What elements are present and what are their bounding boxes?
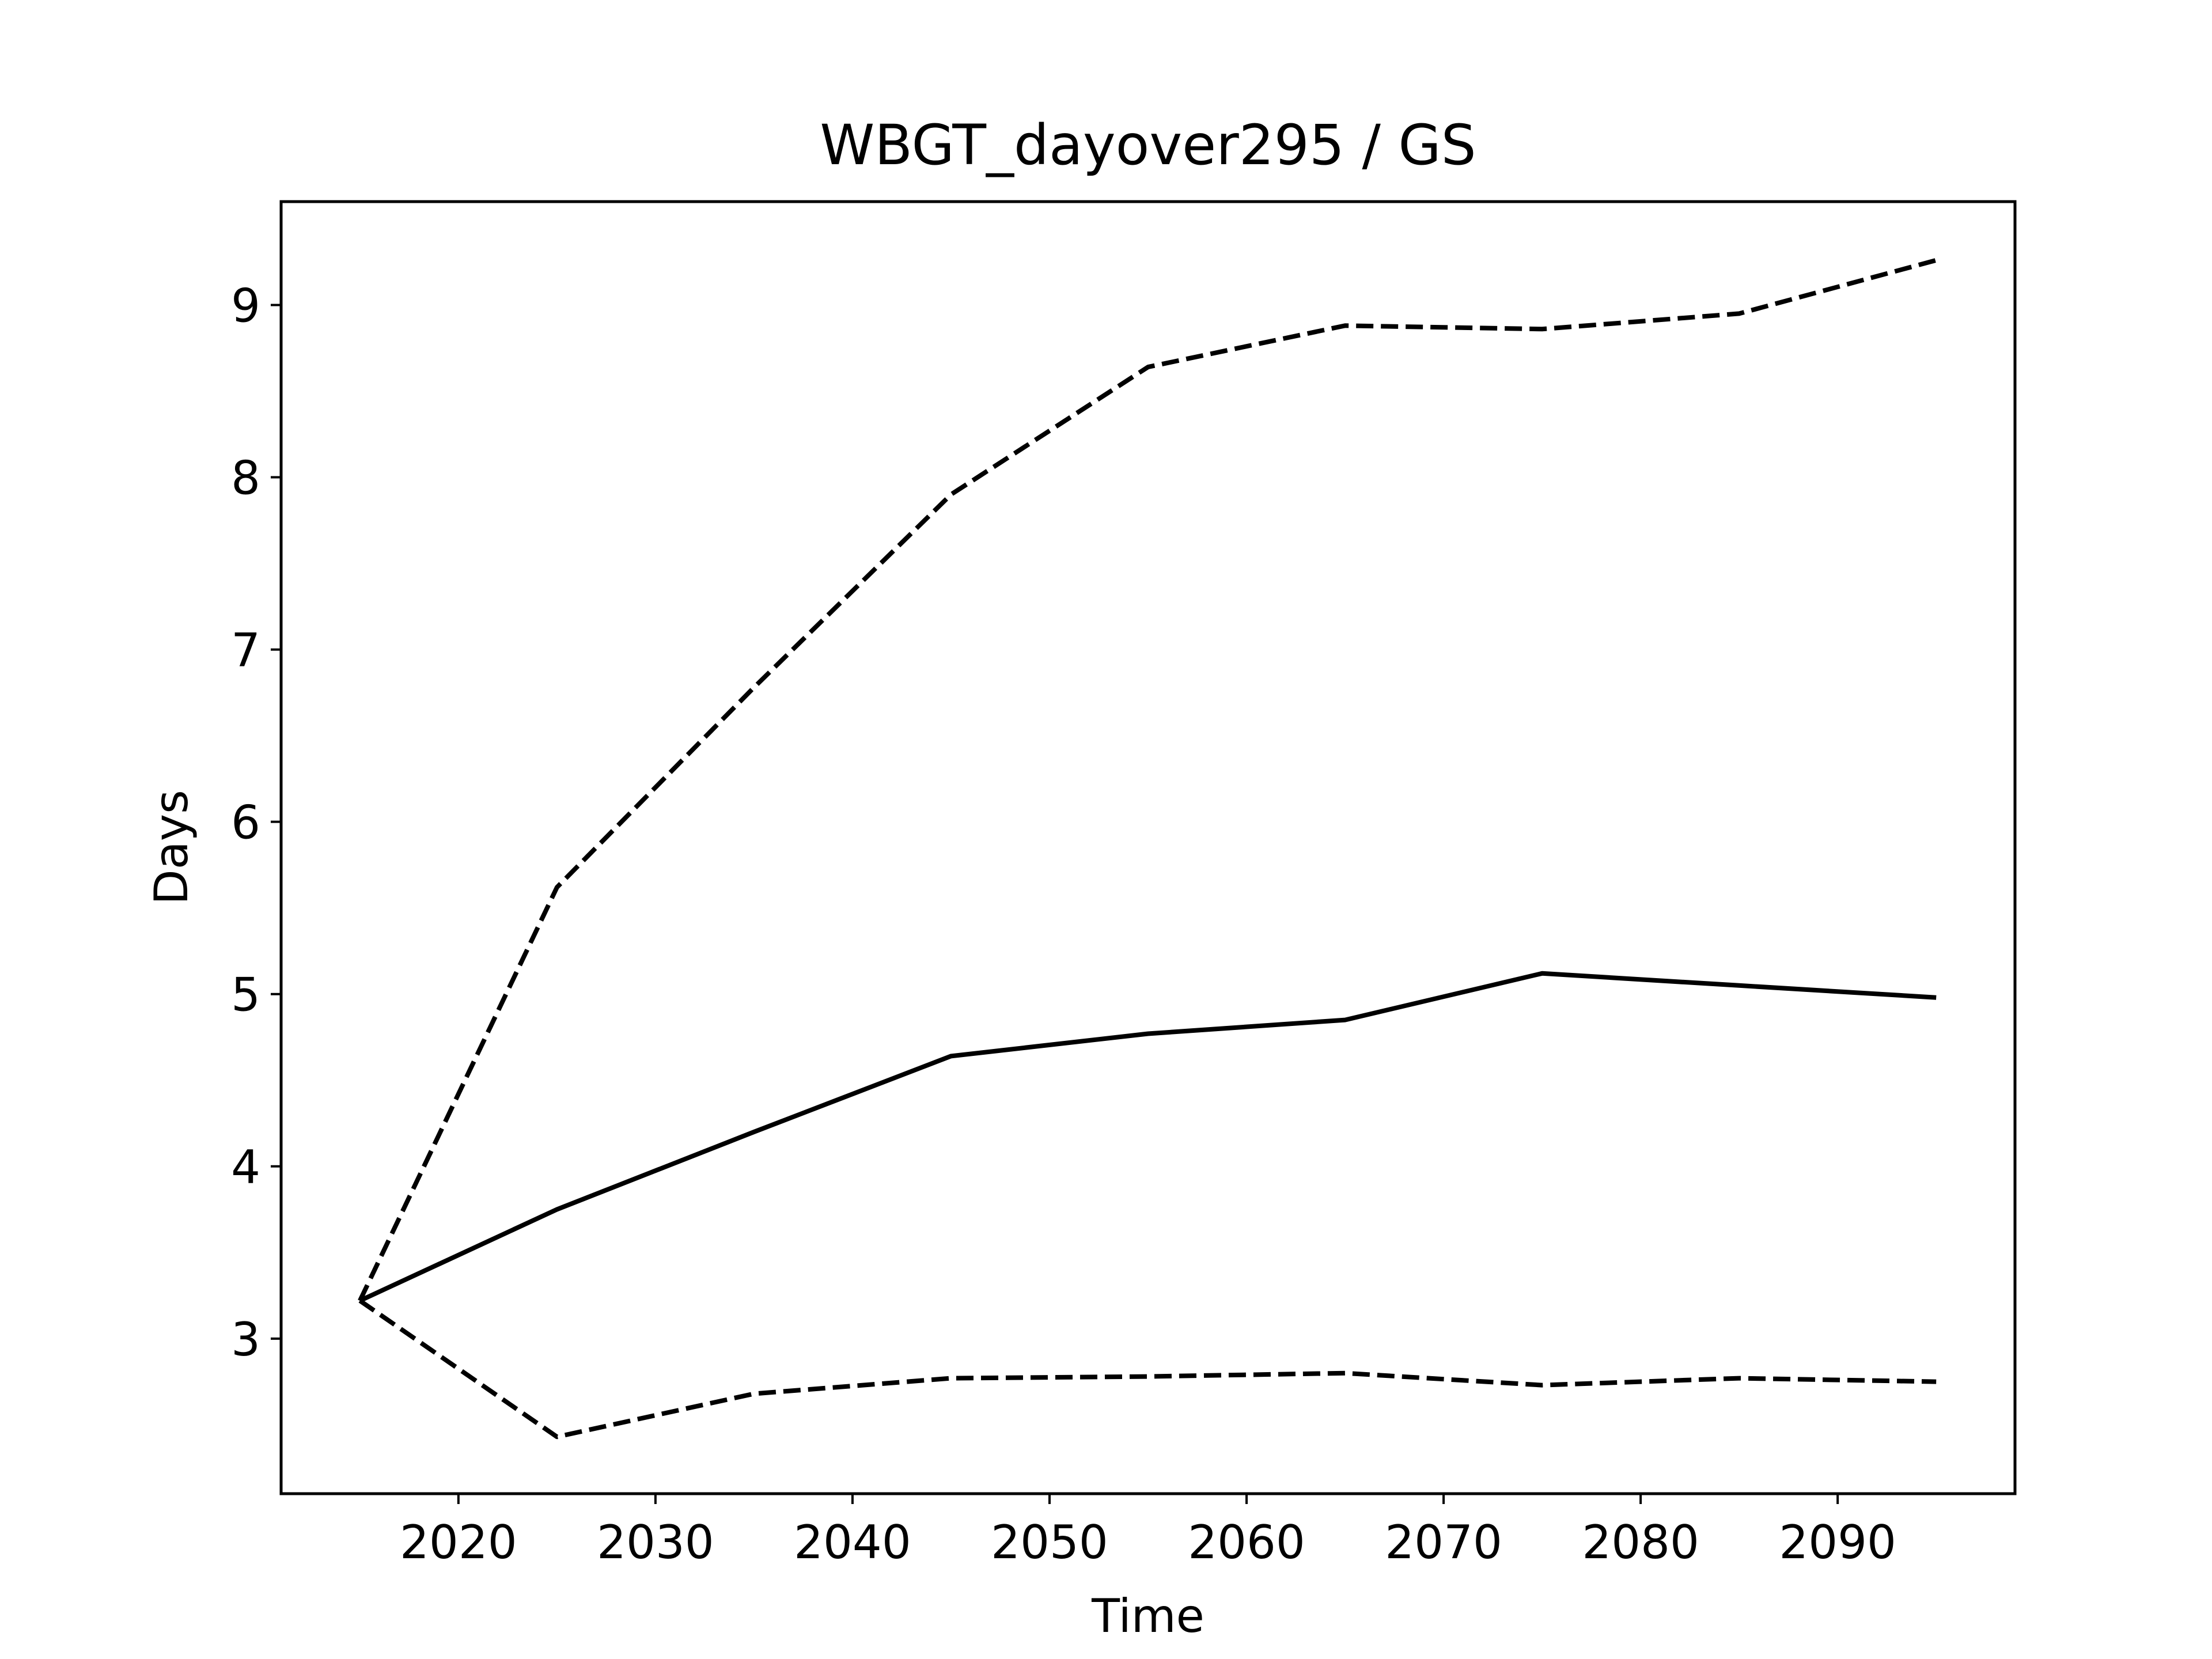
y-tick-label: 4 — [231, 1141, 260, 1194]
series-line-2 — [358, 257, 1937, 1302]
axes-frame — [279, 200, 2017, 1495]
x-tick-label: 2050 — [991, 1516, 1108, 1569]
x-axis-label: Time — [1091, 1589, 1205, 1643]
y-tick-label: 5 — [231, 968, 260, 1022]
x-tick-label: 2030 — [597, 1516, 714, 1569]
y-tick-label: 7 — [231, 624, 260, 677]
x-tick-label: 2090 — [1779, 1516, 1896, 1569]
x-tick-label: 2040 — [794, 1516, 911, 1569]
chart-title: WBGT_dayover295 / GS — [820, 113, 1476, 177]
x-tick-label: 2020 — [400, 1516, 517, 1569]
series-line-1 — [359, 971, 1937, 1303]
x-tick-label: 2060 — [1188, 1516, 1305, 1569]
series-line-3 — [358, 1298, 1937, 1440]
y-tick-label: 3 — [231, 1313, 260, 1366]
y-tick-label: 8 — [231, 452, 260, 505]
y-tick-label: 9 — [231, 279, 260, 332]
y-tick-label: 6 — [231, 796, 260, 850]
x-tick-label: 2080 — [1582, 1516, 1699, 1569]
y-axis-label: Days — [145, 790, 198, 905]
x-tick-label: 2070 — [1385, 1516, 1502, 1569]
y-axis: 3 4 5 6 7 8 9 — [231, 279, 281, 1366]
x-axis: 2020 2030 2040 2050 2060 2070 2080 2090 — [400, 1494, 1896, 1569]
plot-area — [358, 257, 1937, 1440]
